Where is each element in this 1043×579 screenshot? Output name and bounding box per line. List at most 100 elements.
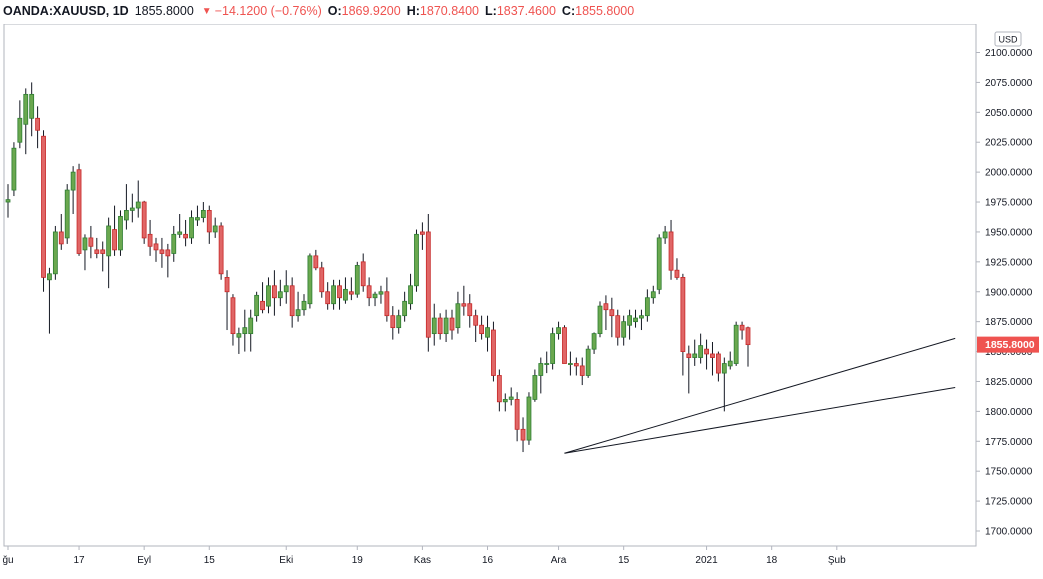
price-axis[interactable]: 2100.0000 2075.0000 2050.0000 2025.0000 2000… [976, 48, 1033, 538]
trendlines-layer[interactable] [564, 337, 956, 454]
candle [721, 357, 727, 412]
candle-body [378, 291, 384, 295]
candle-body [254, 294, 260, 317]
candle [502, 393, 508, 412]
candle [639, 309, 644, 331]
candle-body [52, 231, 58, 275]
price-tick-label: 2050.0000 [985, 108, 1033, 119]
candle-body [58, 231, 64, 245]
candle-body [609, 309, 615, 317]
candle [597, 301, 603, 338]
candle-body [112, 229, 117, 251]
price-tick-label: 2075.0000 [985, 78, 1033, 89]
candle-body [550, 333, 556, 364]
candle-body [662, 231, 668, 239]
time-tick-label: ğu [2, 555, 13, 566]
last-price-badge-label: 1855.8000 [985, 339, 1035, 351]
candle [514, 392, 520, 442]
candle-body [431, 317, 437, 335]
candle-body [248, 317, 254, 335]
candle [88, 225, 94, 259]
candle-body [408, 285, 413, 305]
candle [686, 345, 692, 394]
candle-body [307, 255, 313, 305]
candle-body [644, 297, 650, 317]
time-axis[interactable]: ğu 17 Eyl 15 Eki 19 Kas 16 Ara 15 2021 18 Şub [2, 546, 846, 566]
candle [656, 234, 662, 295]
candle [745, 326, 751, 367]
candle [112, 205, 117, 256]
candle [680, 273, 686, 376]
candle-body [591, 333, 597, 350]
candle-body [343, 288, 348, 301]
candle [337, 279, 342, 310]
candle-body [745, 327, 751, 346]
candle [271, 270, 277, 316]
candle-body [733, 324, 739, 364]
time-tick-label: 19 [352, 555, 364, 566]
low-value: 1837.4600 [496, 4, 556, 18]
price-tick-label: 1800.0000 [985, 407, 1033, 418]
candle [644, 289, 650, 322]
candle [248, 309, 254, 352]
candle [129, 193, 135, 223]
candle-body [289, 285, 295, 317]
time-tick-label: Eki [279, 555, 293, 566]
candle-body [473, 315, 479, 326]
candle [710, 341, 715, 376]
candle [662, 225, 668, 244]
candle [491, 321, 496, 382]
candle [425, 213, 431, 352]
candle [556, 321, 561, 340]
time-tick-label: Eyl [137, 555, 151, 566]
time-tick-label: 16 [482, 555, 494, 566]
candle [177, 213, 183, 238]
candle [609, 297, 615, 338]
candlestick-chart[interactable]: 2100.0000 2075.0000 2050.0000 2025.0000 2000… [0, 24, 1043, 577]
candle-body [64, 189, 70, 239]
candle-body [189, 217, 194, 239]
candle-body [348, 291, 354, 295]
trendline[interactable] [564, 337, 956, 454]
candle-body [686, 353, 692, 358]
plot-area[interactable] [3, 24, 977, 547]
candle [354, 261, 360, 298]
price-change: −14.1200 (−0.76%) [214, 4, 322, 18]
candle [295, 291, 301, 322]
candle [603, 295, 609, 331]
candle [171, 225, 177, 262]
candle-body [147, 233, 153, 247]
candle-body [650, 291, 656, 299]
candle-body [325, 291, 331, 305]
candle [206, 205, 212, 244]
candle-body [496, 375, 502, 403]
candle [621, 315, 627, 346]
candle-body [266, 285, 271, 307]
candle [467, 294, 473, 328]
candle-body [639, 315, 644, 319]
candle [526, 392, 532, 445]
currency-badge[interactable]: USD [994, 31, 1022, 47]
candle [698, 333, 704, 364]
candle-body [366, 285, 372, 299]
candle [360, 253, 366, 292]
candle [266, 277, 271, 314]
candle [82, 234, 88, 271]
trendline[interactable] [564, 386, 956, 454]
candle [372, 291, 378, 307]
candle [277, 279, 283, 307]
candle [124, 184, 129, 230]
candle-body [437, 317, 443, 335]
candle-body [656, 237, 662, 290]
candle-body [633, 317, 638, 323]
candle [437, 313, 443, 340]
currency-label: USD [998, 35, 1018, 45]
candle-body [5, 199, 11, 203]
candle [384, 277, 390, 322]
candle-body [165, 249, 171, 257]
candle [58, 213, 64, 250]
candle [47, 267, 52, 334]
candle [5, 184, 11, 218]
candle [348, 277, 354, 301]
candle-body [698, 345, 704, 358]
